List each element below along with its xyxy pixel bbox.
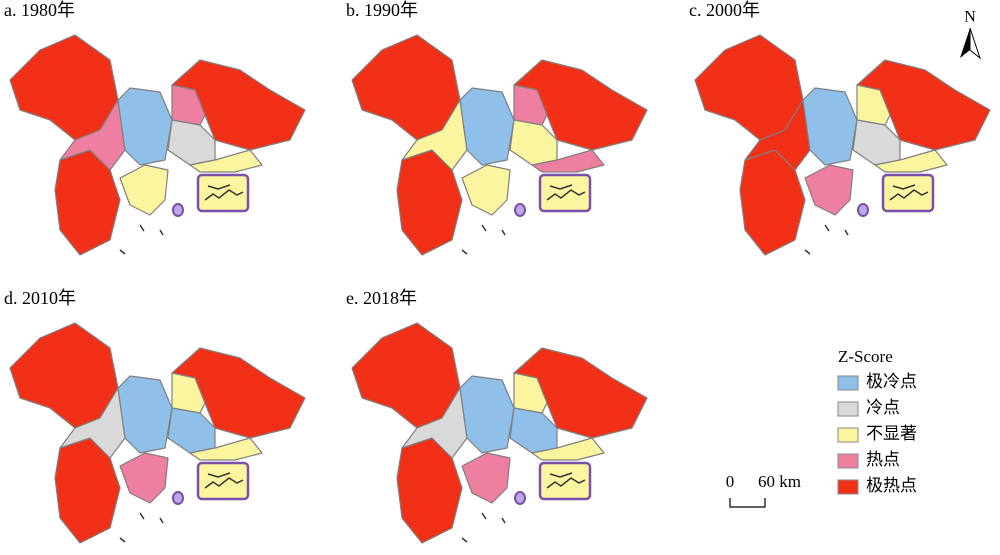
map-panel: b. 1990年 xyxy=(346,0,648,256)
region xyxy=(351,322,461,429)
region xyxy=(459,87,515,166)
region xyxy=(119,452,169,504)
panel-title: d. 2010年 xyxy=(4,288,76,308)
scale-line xyxy=(729,498,766,508)
legend-label: 不显著 xyxy=(866,424,917,443)
region xyxy=(117,375,173,454)
hong-kong-box xyxy=(196,461,250,501)
region xyxy=(167,119,216,166)
legend-title: Z-Score xyxy=(838,347,893,366)
region xyxy=(189,437,263,461)
region xyxy=(852,119,901,166)
region xyxy=(9,322,119,429)
legend-swatch xyxy=(837,479,859,495)
panel-title: b. 1990年 xyxy=(346,0,418,20)
region xyxy=(9,34,119,141)
region xyxy=(59,387,126,459)
arrow-right xyxy=(969,27,982,60)
region xyxy=(459,375,515,454)
panel-title: a. 1980年 xyxy=(4,0,75,20)
region xyxy=(119,164,169,216)
map-panel: e. 2018年 xyxy=(346,288,648,544)
macau xyxy=(172,203,184,217)
region xyxy=(874,149,948,173)
region xyxy=(531,149,605,173)
north-arrow: N xyxy=(960,9,982,60)
islands xyxy=(119,472,244,543)
scale-label: 0 xyxy=(726,472,735,491)
region xyxy=(401,99,468,171)
map-panel: a. 1980年 xyxy=(4,0,306,256)
legend-swatch xyxy=(837,453,859,469)
region xyxy=(461,452,511,504)
scale-bar: 0 60 km xyxy=(726,472,801,508)
panel-title: e. 2018年 xyxy=(346,288,417,308)
macau xyxy=(514,203,526,217)
region xyxy=(531,437,605,461)
hong-kong-box xyxy=(538,461,592,501)
hong-kong-box xyxy=(881,173,935,213)
region xyxy=(509,407,558,454)
macau xyxy=(857,203,869,217)
islands xyxy=(804,184,929,255)
legend-swatch xyxy=(837,375,859,391)
islands xyxy=(461,184,586,255)
region xyxy=(804,164,854,216)
north-label: N xyxy=(964,9,976,26)
legend-label: 极热点 xyxy=(866,476,917,495)
region xyxy=(59,99,126,171)
region xyxy=(802,87,858,166)
region xyxy=(694,34,804,141)
region xyxy=(744,99,811,171)
macau xyxy=(514,491,526,505)
legend-swatch xyxy=(837,427,859,443)
hong-kong-box xyxy=(196,173,250,213)
region xyxy=(461,164,511,216)
region xyxy=(351,34,461,141)
panel-title: c. 2000年 xyxy=(689,0,760,20)
legend-label: 热点 xyxy=(866,450,900,469)
region xyxy=(167,407,216,454)
hong-kong-box xyxy=(538,173,592,213)
arrow-left xyxy=(960,28,970,58)
islands xyxy=(119,184,244,255)
macau xyxy=(172,491,184,505)
region xyxy=(117,87,173,166)
region xyxy=(401,387,468,459)
scale-label: 60 km xyxy=(758,472,801,491)
map-panel: d. 2010年 xyxy=(4,288,306,544)
legend-label: 极冷点 xyxy=(866,372,917,391)
region xyxy=(509,119,558,166)
map-panel: c. 2000年 xyxy=(689,0,991,256)
legend-swatch xyxy=(837,401,859,417)
legend-label: 冷点 xyxy=(866,398,900,417)
islands xyxy=(461,472,586,543)
region xyxy=(189,149,263,173)
